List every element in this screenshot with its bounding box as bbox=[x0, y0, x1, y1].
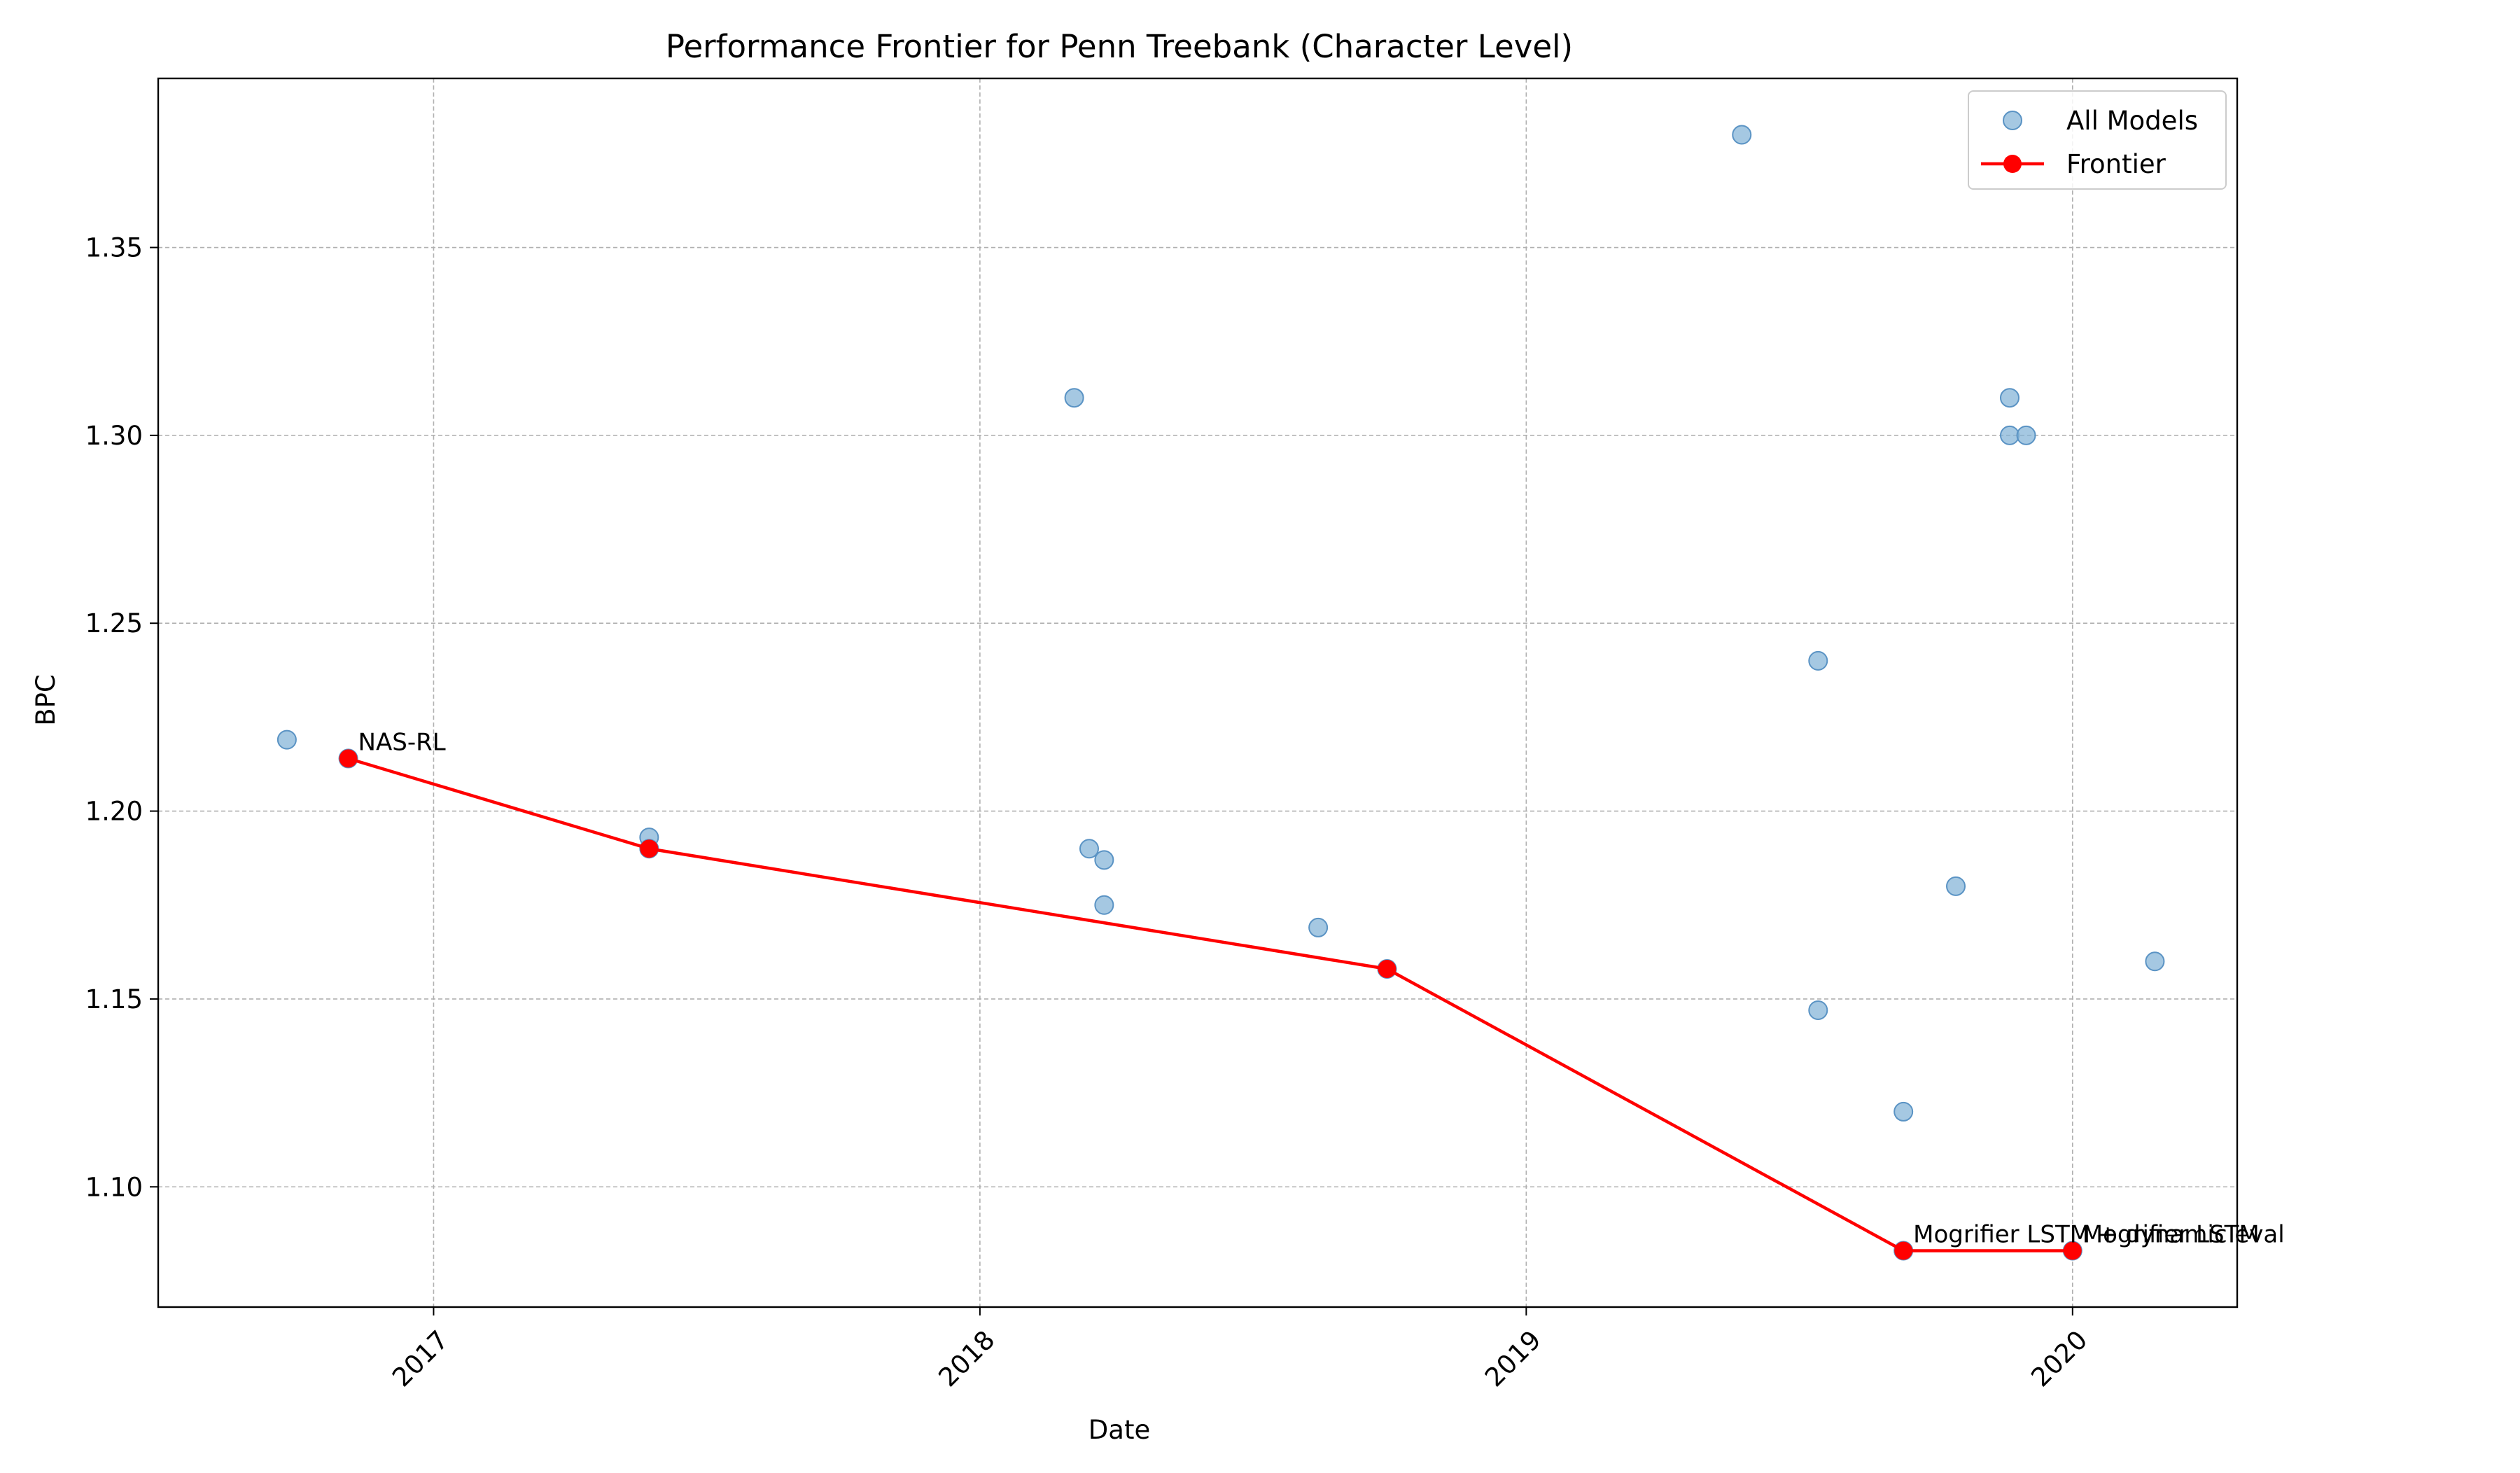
y-tick-label: 1.35 bbox=[85, 233, 143, 263]
legend-label-frontier: Frontier bbox=[2066, 149, 2166, 179]
y-tick-label: 1.10 bbox=[85, 1172, 143, 1202]
all-models-point bbox=[2016, 425, 2036, 445]
all-models-point bbox=[1946, 876, 1966, 896]
point-annotations: NAS-RL Mogrifier LSTM + dynamic evalMogri… bbox=[358, 728, 2285, 1248]
point-annotation: NAS-RL bbox=[358, 728, 446, 756]
all-models-point bbox=[1893, 1101, 1914, 1122]
all-models-point bbox=[1308, 917, 1329, 937]
frontier-point bbox=[2063, 1241, 2082, 1260]
all-models-point bbox=[1808, 1000, 1828, 1021]
legend: All Models Frontier bbox=[1968, 90, 2227, 190]
plot-frame bbox=[157, 77, 2239, 1308]
all-models-point bbox=[1064, 388, 1084, 408]
grid-lines bbox=[158, 78, 2237, 1307]
y-axis-label: BPC bbox=[31, 674, 61, 726]
y-tick-label: 1.30 bbox=[85, 421, 143, 451]
all-models-point bbox=[1079, 839, 1099, 859]
y-tick-label: 1.15 bbox=[85, 984, 143, 1014]
legend-marker-frontier bbox=[2003, 155, 2022, 173]
frontier-point bbox=[640, 839, 659, 858]
all-models-point bbox=[276, 729, 297, 750]
frontier-series bbox=[339, 749, 2082, 1260]
all-models-point bbox=[2145, 951, 2165, 972]
all-models-point bbox=[1808, 650, 1828, 671]
frontier-point bbox=[1894, 1241, 1913, 1260]
all-models-point bbox=[1999, 388, 2019, 408]
legend-marker-all-models bbox=[2003, 111, 2022, 130]
point-annotation: Mogrifier LSTM bbox=[2082, 1220, 2260, 1248]
point-annotation: Mogrifier LSTM + dynamic eval bbox=[1913, 1220, 2284, 1248]
y-axis-ticks: 1.10 1.15 1.20 1.25 1.30 1.35 bbox=[85, 233, 158, 1202]
all-models-point bbox=[1094, 850, 1114, 870]
all-models-point bbox=[1732, 125, 1752, 145]
y-tick-label: 1.25 bbox=[85, 608, 143, 638]
chart-title: Performance Frontier for Penn Treebank (… bbox=[666, 28, 1573, 65]
all-models-point bbox=[1999, 425, 2019, 445]
frontier-point bbox=[339, 749, 358, 768]
all-models-point bbox=[1094, 895, 1114, 915]
y-tick-label: 1.20 bbox=[85, 797, 143, 827]
x-axis-label: Date bbox=[1088, 1415, 1150, 1445]
frontier-point bbox=[1378, 959, 1396, 978]
legend-label-all-models: All Models bbox=[2066, 106, 2198, 136]
